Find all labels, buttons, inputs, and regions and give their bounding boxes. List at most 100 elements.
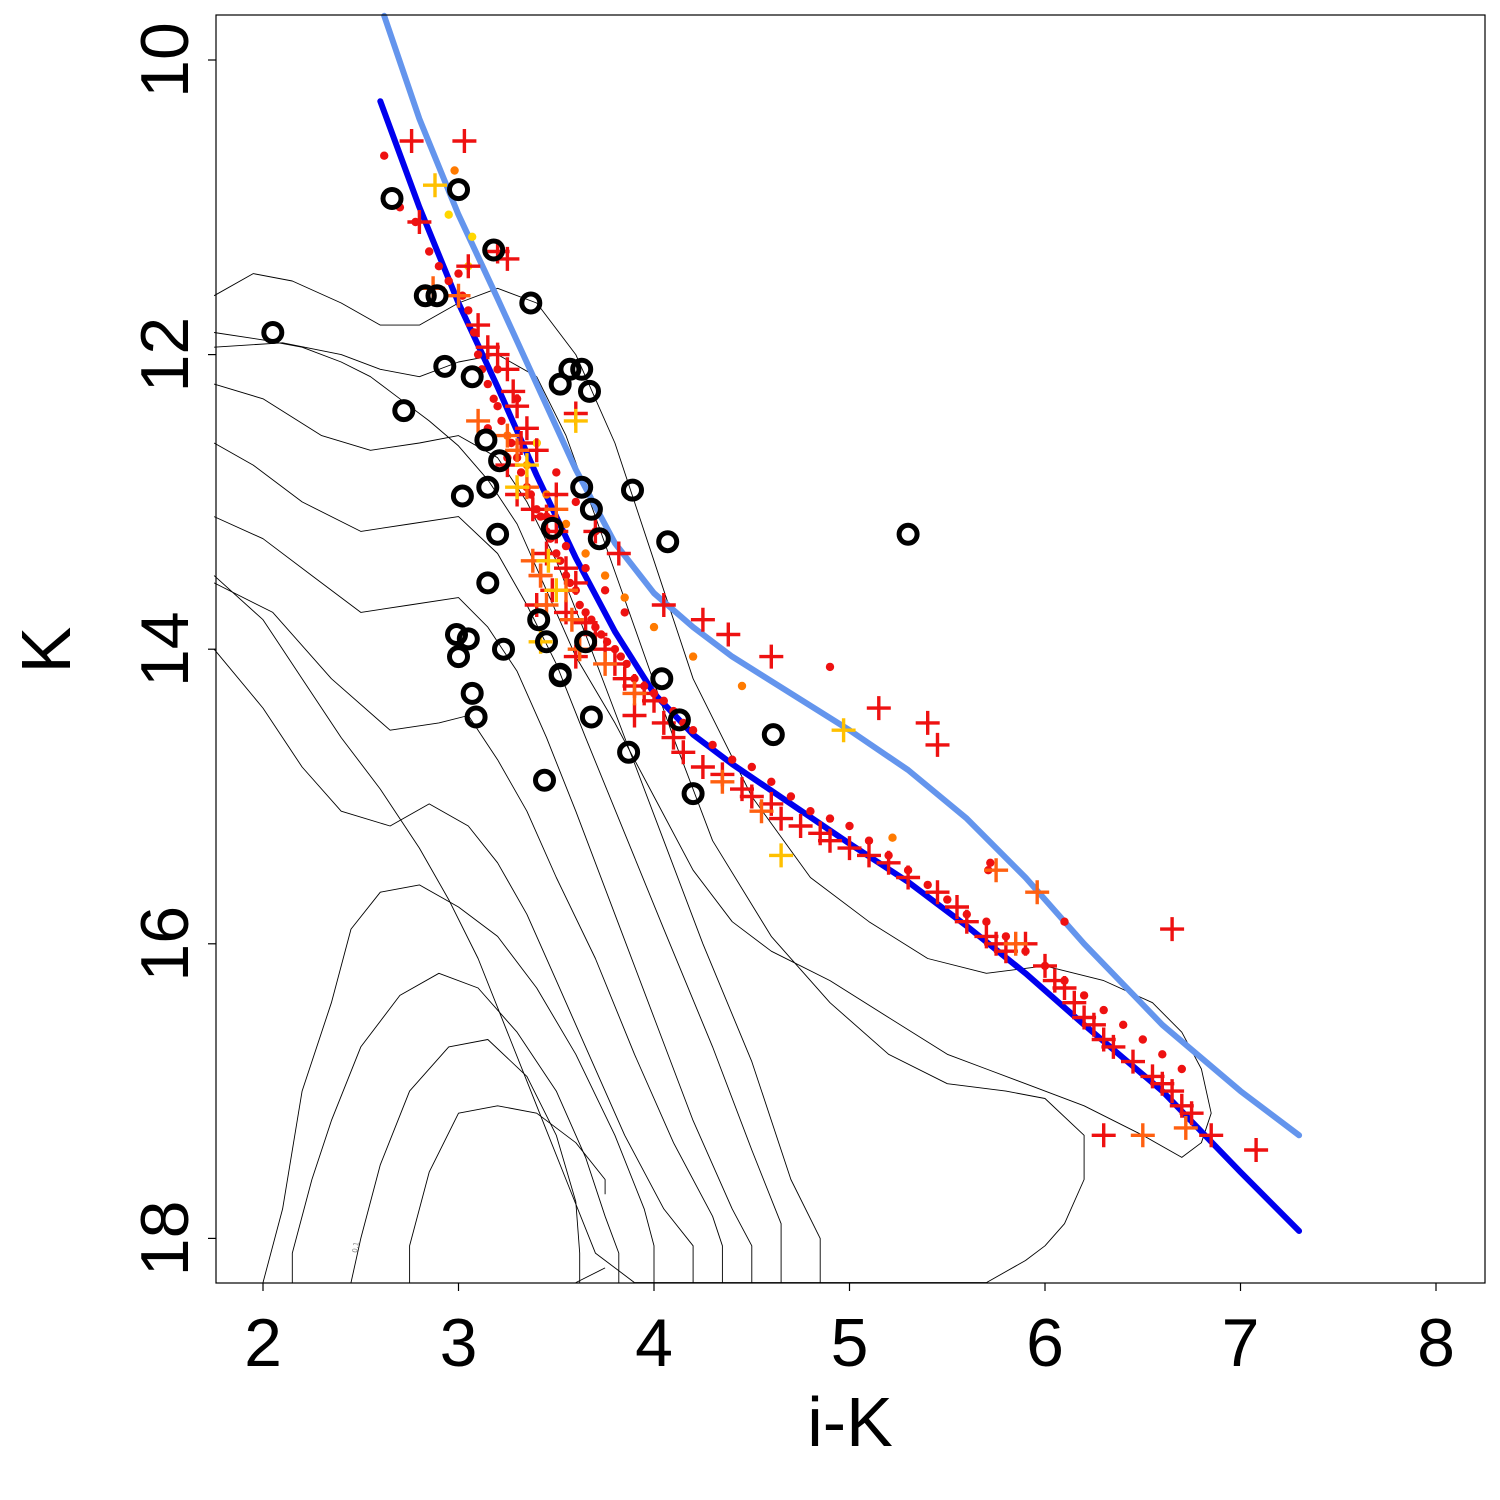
black-circles-point [587,527,611,551]
red-crosses-point [690,755,715,779]
red-dots-point [708,740,717,750]
red-dots-point [620,608,629,617]
x-axis-title: i-K [807,1383,893,1461]
red-dots-point [581,564,590,573]
y-tick-label: 10 [127,22,203,98]
orange-crosses-point [749,799,774,824]
black-circles-point [413,284,437,308]
red-crosses-point [739,784,764,809]
black-circles-point [574,630,598,654]
red-crosses-point [866,696,891,721]
black-circles-point [621,478,644,502]
red-dots-point [380,151,389,160]
black-circles-point [761,723,785,747]
black-circles-point [579,497,603,521]
red-dots-point [464,306,473,315]
red-dots-point [728,755,737,764]
contour-line-10 [350,1039,581,1283]
red-crosses-point [1033,953,1057,978]
red-dots-point [575,600,584,610]
red-crosses-point [456,254,481,279]
black-circles-point [392,399,416,423]
red-crosses-point [1160,917,1185,942]
red-dots-point [473,350,483,359]
red-crosses-point [925,732,950,757]
y-axis: 10 12 14 16 18 [127,22,216,1276]
x-tick-label: 7 [1222,1305,1260,1381]
y-axis-title: K [7,627,85,674]
red-dots-point [616,652,625,661]
black-circles-point [656,530,680,554]
black-circles-point [533,768,556,792]
red-crosses-point [690,607,715,632]
black-circles-point [650,667,674,691]
red-crosses-point [1101,1034,1126,1059]
red-crosses-point [501,379,526,404]
red-crosses-point [1081,1012,1106,1037]
red-crosses-point [407,210,432,234]
red-dots-point [982,917,991,926]
red-dots-point [552,468,561,477]
red-dots-point [825,814,835,823]
red-crosses-point [505,394,530,419]
orange-crosses-point [466,408,491,433]
y-tick-label: 16 [127,906,203,982]
red-crosses-point [554,556,578,581]
orange-crosses-point [1173,1115,1198,1140]
contour-line-6 [213,582,723,1283]
orange-dots-point [688,652,698,661]
contour-level-label: 0.1 [351,1241,361,1253]
red-dots-point [943,895,952,904]
red-dots-point [845,821,854,831]
yellow-crosses-point [769,843,794,868]
red-crosses-point [818,828,842,853]
red-crosses-point [1121,1049,1145,1074]
black-circles-point [450,484,474,508]
black-circles-point [579,705,603,729]
black-circles-point [540,516,564,540]
orange-dots-point [450,166,459,175]
red-dots-point [561,541,571,551]
yellow-crosses-point [505,475,530,500]
black-circles-point [492,637,515,661]
red-crosses-point [896,865,921,890]
x-tick-label: 6 [1026,1305,1064,1381]
red-dots-point [493,402,502,411]
red-dots-point [767,777,776,786]
x-tick-label: 2 [244,1305,282,1381]
red-dots-point [688,726,698,735]
red-crosses-point [671,740,696,765]
black-circles-point [548,664,572,688]
red-dots-point [825,662,835,672]
yellow-crosses-point [536,548,561,573]
black-circles-point [482,238,506,262]
red-crosses-point [520,497,545,522]
black-circles-point [447,178,470,202]
yellow-crosses-point [563,408,588,433]
y-tick-label: 12 [127,317,203,393]
red-crosses-point [606,541,631,566]
red-crosses-point [759,644,784,669]
red-crosses-point [622,703,647,728]
red-crosses-point [485,342,510,367]
red-dots-point [526,490,535,499]
black-circles-point [464,705,488,729]
red-dots-point [434,262,444,271]
black-circles-point [570,475,594,499]
black-circles-point [460,365,484,389]
red-crosses-point [915,710,940,735]
x-tick-label: 5 [831,1305,869,1381]
black-circles-point [617,740,641,764]
red-crosses-point [1062,990,1087,1015]
black-circles-point [681,782,705,806]
yellow-crosses-point [831,718,856,743]
orange-crosses-point [622,681,647,706]
red-dots-point [469,328,479,337]
red-dots-point [489,394,498,403]
red-dots-point [483,379,492,389]
red-crosses-point [1091,1123,1116,1148]
red-crosses-point [1199,1123,1224,1148]
contour-line-2 [213,342,1085,1284]
orange-crosses-point [495,423,520,448]
contour-line-11 [409,1105,606,1283]
